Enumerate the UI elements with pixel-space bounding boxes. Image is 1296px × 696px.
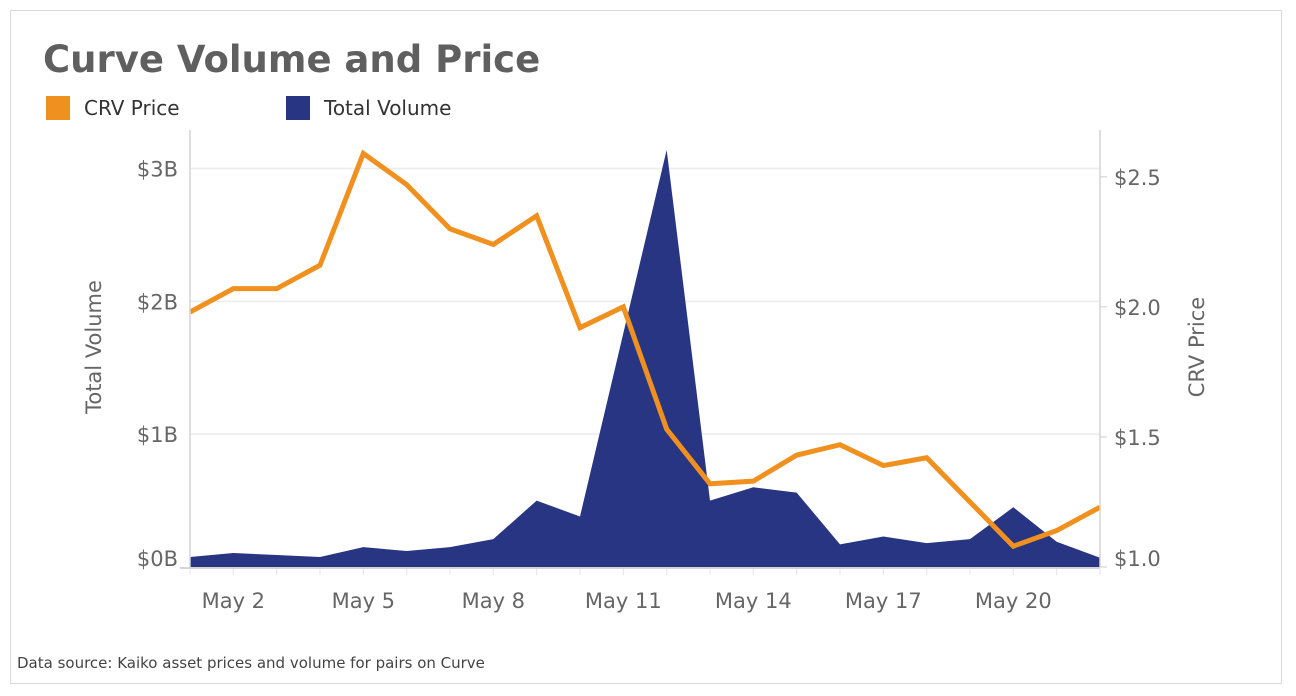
y-left-tick-label: $3B [137, 158, 178, 182]
y-left-tick-label: $1B [137, 423, 178, 447]
y-left-tick-label: $2B [137, 290, 178, 314]
x-tick-label: May 20 [975, 589, 1052, 613]
legend-item-volume: Total Volume [286, 96, 451, 120]
x-tick-label: May 2 [202, 589, 265, 613]
x-tick-label: May 14 [715, 589, 792, 613]
x-tick-label: May 11 [585, 589, 662, 613]
y-right-tick-label: $2.0 [1114, 296, 1161, 320]
legend-swatch-price [46, 96, 70, 120]
legend-label-volume: Total Volume [324, 96, 452, 120]
chart-title: Curve Volume and Price [43, 38, 541, 81]
data-source-note: Data source: Kaiko asset prices and volu… [17, 654, 485, 672]
y-left-tick-label: $0B [137, 547, 178, 571]
y-right-axis-title: CRV Price [1185, 297, 1209, 397]
legend-label-price: CRV Price [84, 96, 180, 120]
y-right-tick-label: $1.5 [1114, 426, 1161, 450]
y-left-axis-title: Total Volume [82, 280, 106, 415]
x-tick-label: May 8 [462, 589, 525, 613]
legend-swatch-volume [286, 96, 310, 120]
legend-item-price: CRV Price [46, 96, 180, 120]
x-tick-label: May 5 [332, 589, 395, 613]
crv-price-line [188, 149, 1102, 550]
y-right-tick-label: $2.5 [1114, 166, 1161, 190]
chart-card [10, 10, 1282, 684]
y-right-tick-label: $1.0 [1114, 547, 1161, 571]
total-volume-area [190, 149, 1100, 567]
x-tick-label: May 17 [845, 589, 922, 613]
